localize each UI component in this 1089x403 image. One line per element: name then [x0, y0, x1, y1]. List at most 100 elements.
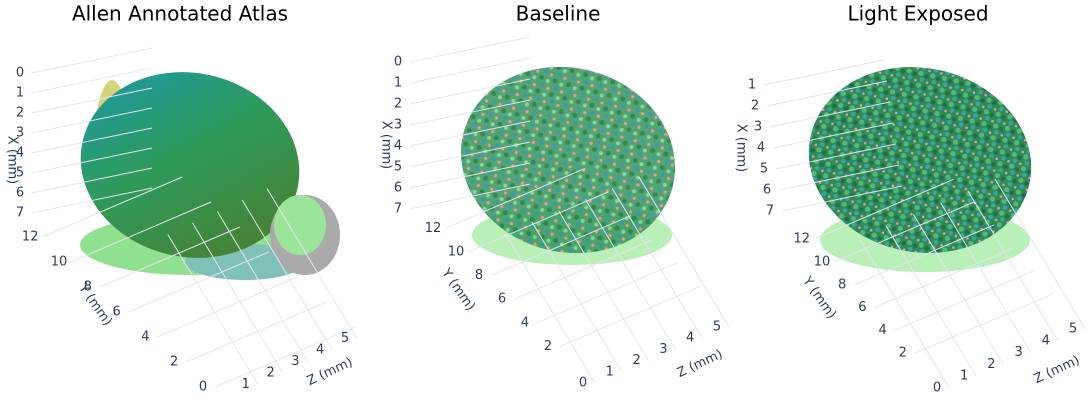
z-tick-label: 2 [987, 357, 995, 372]
grid-line [766, 80, 888, 107]
z-axis-label: Z (mm) [675, 347, 725, 381]
grid-line [409, 99, 531, 126]
grid-line [31, 167, 153, 194]
y-tick-label: 12 [794, 232, 811, 247]
z-tick-label: 2 [632, 353, 640, 368]
y-tick-label: 10 [814, 255, 831, 270]
grid-line [214, 326, 356, 388]
x-tick-label: 3 [394, 118, 402, 133]
y-tick-label: 2 [170, 355, 178, 370]
y-axis-label: Y (mm) [799, 273, 839, 321]
x-tick-label: 6 [394, 181, 402, 196]
x-tick-label: 2 [394, 97, 402, 112]
grid-line [559, 285, 701, 347]
y-tick-label: 4 [141, 330, 149, 345]
x-tick-label: 5 [16, 166, 24, 181]
grid-line [128, 251, 269, 313]
z-tick-label: 3 [291, 354, 299, 369]
grid-line [813, 178, 954, 240]
y-axis-label: Y (mm) [438, 265, 478, 313]
grid-line [763, 59, 885, 86]
y-tick-label: 6 [858, 300, 866, 315]
z-tick-label: 5 [1069, 322, 1077, 337]
z-tick-label: 2 [266, 366, 274, 381]
grid-line [409, 57, 531, 84]
grid-line [186, 301, 327, 363]
grid-line [912, 214, 1004, 365]
grid-line [241, 199, 333, 351]
x-axis-label: X (mm) [379, 121, 394, 170]
x-tick-label: 1 [748, 78, 756, 93]
z-tick-label: 3 [659, 342, 667, 357]
grid-line [781, 185, 903, 212]
z-tick-label: 3 [1014, 345, 1022, 360]
grid-line [42, 176, 183, 238]
grid-line [775, 143, 897, 170]
grid-line [31, 67, 153, 94]
y-tick-label: 8 [475, 268, 483, 283]
grid-line [409, 141, 531, 168]
grid-line [769, 101, 891, 128]
x-tick-label: 7 [16, 206, 24, 221]
grid-line [914, 292, 1055, 354]
y-tick-label: 4 [521, 315, 529, 330]
grid-line [772, 122, 894, 149]
z-axis-label: Z (mm) [1032, 353, 1082, 387]
y-tick-label: 8 [838, 277, 846, 292]
y-tick-label: 12 [425, 221, 442, 236]
grid-line [994, 178, 1086, 330]
grid-line [536, 262, 678, 324]
y-tick-label: 2 [544, 339, 552, 354]
x-tick-label: 0 [394, 55, 402, 70]
point-cloud [808, 67, 1032, 272]
grid-line [584, 199, 676, 350]
x-tick-label: 2 [16, 106, 24, 121]
z-axis-label: Z (mm) [305, 355, 355, 389]
x-tick-label: 5 [394, 160, 402, 175]
grid-line [409, 183, 531, 210]
x-tick-label: 4 [16, 146, 24, 161]
x-tick-label: 7 [766, 204, 774, 219]
y-axis-label: Y (mm) [75, 280, 115, 328]
grid-line [833, 201, 975, 263]
grid-line [409, 162, 531, 189]
grid-line [874, 247, 1015, 309]
grid-line [409, 78, 531, 105]
z-tick-label: 5 [713, 320, 721, 335]
x-tick-label: 5 [760, 162, 768, 177]
grid-line [167, 234, 259, 385]
panel-title: Light Exposed [847, 2, 988, 26]
x-axis-label: X (mm) [734, 124, 749, 173]
z-tick-label: 1 [242, 377, 250, 392]
z-tick-label: 1 [606, 364, 614, 379]
y-tick-label: 2 [899, 346, 907, 361]
x-tick-label: 2 [751, 99, 759, 114]
z-tick-label: 5 [341, 331, 349, 346]
grid-line [31, 147, 153, 174]
y-tick-label: 10 [51, 255, 68, 270]
panel-title: Baseline [516, 2, 601, 26]
point-cloud [460, 66, 676, 265]
grid-line [940, 202, 1032, 353]
x-tick-label: 3 [754, 120, 762, 135]
grid-line [409, 120, 531, 147]
x-tick-label: 3 [16, 126, 24, 141]
z-tick-label: 0 [579, 376, 587, 391]
x-tick-label: 6 [763, 183, 771, 198]
x-tick-label: 1 [16, 86, 24, 101]
grid-line [611, 187, 703, 339]
grid-line [70, 201, 212, 263]
grid-line [31, 187, 153, 214]
grid-line [31, 107, 153, 134]
x-tick-label: 6 [16, 186, 24, 201]
y-tick-label: 6 [498, 292, 506, 307]
grid-line [531, 221, 623, 373]
grid-line [266, 188, 358, 339]
y-tick-label: 6 [112, 305, 120, 320]
z-tick-label: 4 [686, 331, 694, 346]
grid-line [192, 222, 284, 374]
grid-line [504, 232, 596, 384]
grid-line [854, 224, 995, 286]
y-tick-label: 4 [878, 323, 886, 338]
